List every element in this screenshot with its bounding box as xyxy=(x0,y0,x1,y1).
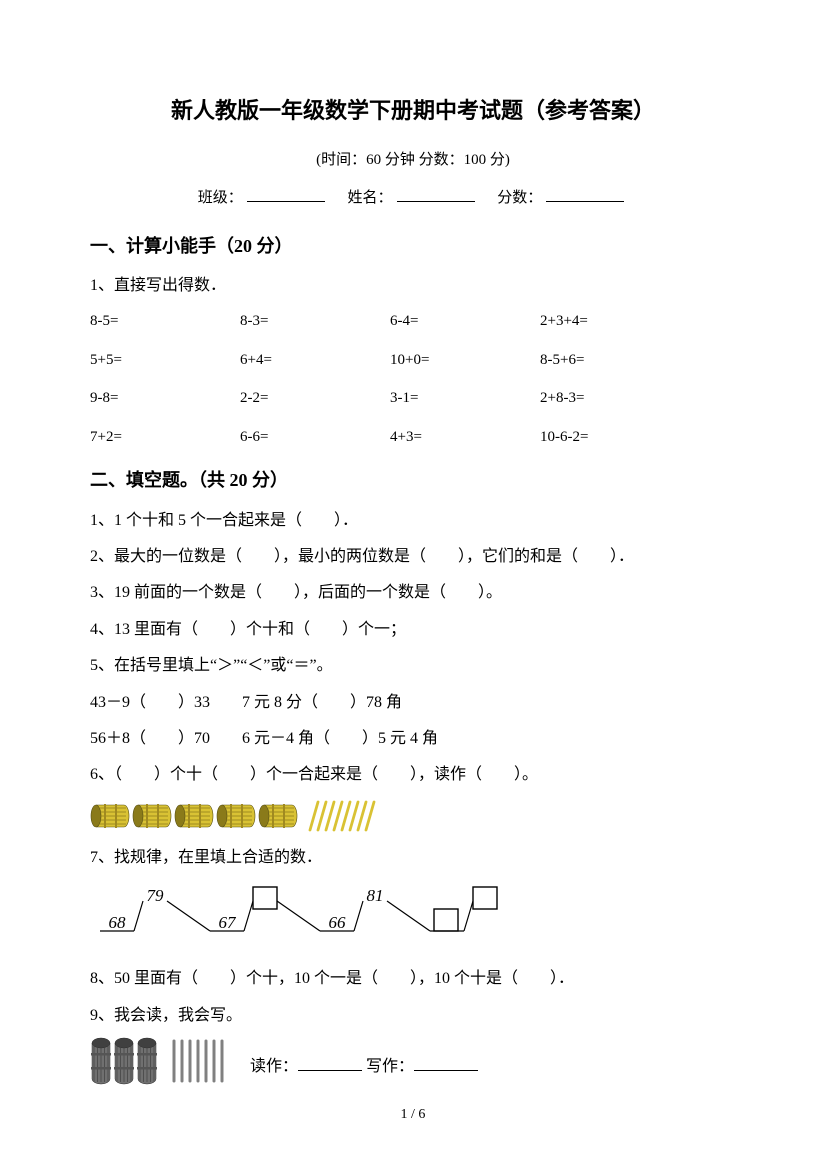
svg-text:81: 81 xyxy=(367,886,384,905)
calc-cell: 2+8-3= xyxy=(540,384,680,413)
fill-q5a: 43－9（ ）33 7 元 8 分（ ）78 角 xyxy=(90,688,736,718)
loose-sticks-icon xyxy=(304,799,382,833)
svg-text:79: 79 xyxy=(147,886,165,905)
svg-text:68: 68 xyxy=(109,913,127,932)
loose-sticks-icon xyxy=(170,1037,232,1096)
fill-q5b: 56＋8（ ）70 6 元－4 角（ ）5 元 4 角 xyxy=(90,724,736,754)
q9-read-blank[interactable] xyxy=(298,1057,362,1071)
calc-cell: 8-5+6= xyxy=(540,346,680,375)
score-blank[interactable] xyxy=(546,186,624,202)
fill-q7: 7、找规律，在里填上合适的数． xyxy=(90,843,736,873)
score-label: 分数： xyxy=(497,190,542,206)
page-title: 新人教版一年级数学下册期中考试题（参考答案） xyxy=(90,90,736,132)
calc-cell: 8-3= xyxy=(240,307,380,336)
exam-subtitle: (时间：60 分钟 分数：100 分) xyxy=(90,146,736,175)
calc-cell: 2+3+4= xyxy=(540,307,680,336)
name-label: 姓名： xyxy=(347,190,392,206)
stick-bundle-icon xyxy=(216,799,256,833)
fill-q1: 1、1 个十和 5 个一合起来是（ ）． xyxy=(90,506,736,536)
calc-grid: 8-5= 8-3= 6-4= 2+3+4= 5+5= 6+4= 10+0= 8-… xyxy=(90,307,736,451)
student-info-line: 班级： 姓名： 分数： xyxy=(90,184,736,213)
stick-bundle-icon xyxy=(136,1037,158,1096)
calc-cell: 6-4= xyxy=(390,307,530,336)
calc-cell: 7+2= xyxy=(90,423,230,452)
q9-write-blank[interactable] xyxy=(414,1057,478,1071)
q6-visual xyxy=(90,799,736,833)
fill-q8: 8、50 里面有（ ）个十，10 个一是（ ），10 个十是（ ）． xyxy=(90,964,736,994)
svg-text:67: 67 xyxy=(219,913,238,932)
q7-pattern: 68 79 67 66 81 xyxy=(90,883,736,954)
stick-bundle-icon xyxy=(258,799,298,833)
calc-cell: 3-1= xyxy=(390,384,530,413)
fill-q6: 6、（ ）个十（ ）个一合起来是（ ），读作（ ）。 xyxy=(90,760,736,790)
fill-q9: 9、我会读，我会写。 xyxy=(90,1001,736,1031)
stick-bundle-icon xyxy=(90,799,130,833)
stick-bundle-icon xyxy=(132,799,172,833)
calc-cell: 9-8= xyxy=(90,384,230,413)
calc-cell: 8-5= xyxy=(90,307,230,336)
fill-q4: 4、13 里面有（ ）个十和（ ）个一； xyxy=(90,615,736,645)
section1-q1-label: 1、直接写出得数． xyxy=(90,271,736,301)
class-blank[interactable] xyxy=(247,186,325,202)
stick-bundle-icon xyxy=(113,1037,135,1096)
svg-text:66: 66 xyxy=(329,913,347,932)
q9-write-label: 写作： xyxy=(366,1058,414,1075)
stick-bundle-icon xyxy=(174,799,214,833)
page-number: 1 / 6 xyxy=(0,1102,826,1129)
section2-header: 二、填空题。（共 20 分） xyxy=(90,463,736,497)
calc-cell: 10+0= xyxy=(390,346,530,375)
calc-cell: 10-6-2= xyxy=(540,423,680,452)
stick-bundle-icon xyxy=(90,1037,112,1096)
calc-cell: 6-6= xyxy=(240,423,380,452)
fill-q5: 5、在括号里填上“＞”“＜”或“＝”。 xyxy=(90,651,736,681)
calc-cell: 4+3= xyxy=(390,423,530,452)
calc-cell: 2-2= xyxy=(240,384,380,413)
calc-cell: 6+4= xyxy=(240,346,380,375)
q9-read-label: 读作： xyxy=(250,1058,298,1075)
class-label: 班级： xyxy=(198,190,243,206)
calc-cell: 5+5= xyxy=(90,346,230,375)
q9-visual-row: 读作： 写作： xyxy=(90,1037,736,1096)
fill-q2: 2、最大的一位数是（ ），最小的两位数是（ ），它们的和是（ ）． xyxy=(90,542,736,572)
section1-header: 一、计算小能手（20 分） xyxy=(90,229,736,263)
name-blank[interactable] xyxy=(397,186,475,202)
fill-q3: 3、19 前面的一个数是（ ），后面的一个数是（ ）。 xyxy=(90,578,736,608)
